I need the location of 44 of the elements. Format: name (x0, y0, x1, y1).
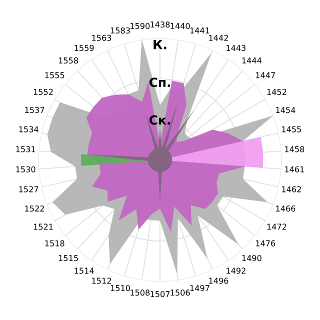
spoke-label: 1447 (256, 72, 275, 78)
spoke-label: 1452 (267, 88, 286, 95)
spoke-label: 1521 (34, 224, 53, 230)
spoke-label: 1490 (242, 255, 262, 262)
spoke-label: 1518 (45, 240, 64, 246)
spoke-label: 1444 (242, 58, 262, 64)
spoke-label: 1583 (110, 27, 130, 34)
spoke-label: 1466 (276, 205, 296, 212)
spoke-label: 1472 (267, 224, 286, 230)
spoke-label: 1514 (74, 268, 94, 274)
spoke-label: 1461 (285, 166, 304, 172)
spoke-label: 1438 (150, 21, 170, 28)
spoke-label: 1496 (209, 278, 228, 284)
spoke-label: 1441 (190, 28, 210, 34)
spoke-label: 1507 (150, 291, 170, 298)
spoke-label: 1590 (130, 22, 150, 30)
spoke-label: 1555 (45, 72, 64, 78)
spoke-label: 1454 (276, 107, 296, 114)
spoke-label: 1527 (19, 186, 38, 192)
spoke-label: 1559 (74, 44, 94, 51)
text: Сп. (149, 78, 170, 88)
spoke-label: 1537 (25, 107, 44, 114)
spoke-label: 1506 (170, 290, 190, 296)
spoke-label: 1530 (16, 166, 36, 172)
spoke-label: 1510 (110, 285, 130, 292)
spoke-label: 1458 (285, 146, 304, 152)
spoke-label: 1462 (282, 186, 301, 192)
spoke-label: 1522 (25, 205, 44, 212)
spoke-label: 1552 (34, 88, 53, 95)
spoke-label: 1443 (226, 44, 246, 51)
spoke-label: 1455 (282, 126, 301, 132)
spoke-label: 1531 (16, 146, 36, 152)
spoke-label: 1440 (170, 22, 190, 30)
spoke-label: 1512 (92, 278, 111, 284)
spoke-label: 1558 (58, 57, 78, 64)
spoke-label: 1563 (92, 34, 112, 41)
spoke-label: 1515 (58, 255, 78, 262)
spoke-label: 1534 (19, 126, 38, 132)
text: К. (154, 40, 166, 50)
spoke-label: 1492 (226, 268, 246, 274)
spoke-label: 1442 (209, 34, 228, 41)
spoke-label: 1497 (190, 285, 210, 292)
spoke-label: 1508 (130, 290, 150, 296)
spoke-label: 1476 (256, 240, 276, 246)
